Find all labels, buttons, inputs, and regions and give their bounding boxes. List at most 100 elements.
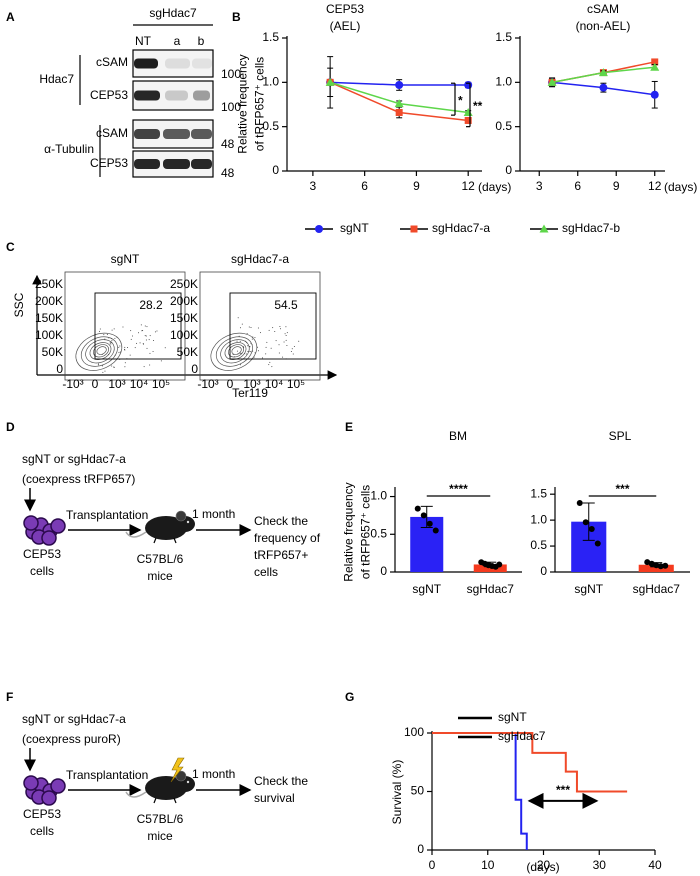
flow-event bbox=[124, 349, 126, 351]
flow-contour bbox=[228, 344, 245, 358]
flow-event bbox=[119, 345, 121, 347]
flow-event bbox=[156, 330, 158, 332]
flow-x-tick: 10⁴ bbox=[265, 377, 284, 391]
y-axis-label: of tRFP657⁺ cells bbox=[253, 57, 267, 151]
flow-event bbox=[103, 334, 105, 336]
flow-event bbox=[268, 364, 270, 366]
panel-letter: B bbox=[232, 10, 241, 24]
significance: ** bbox=[473, 99, 483, 113]
flow-event bbox=[279, 328, 281, 330]
flow-x-tick: 10³ bbox=[243, 377, 260, 391]
construct: sgNT or sgHdac7-a bbox=[22, 712, 126, 726]
flow-event bbox=[257, 350, 259, 352]
flow-event bbox=[275, 340, 277, 342]
data-marker bbox=[651, 58, 659, 66]
flow-event bbox=[149, 335, 151, 337]
legend-marker bbox=[539, 224, 549, 233]
construct: sgNT or sgHdac7-a bbox=[22, 452, 126, 466]
data-point bbox=[420, 512, 427, 519]
flow-x-tick: 10³ bbox=[108, 377, 125, 391]
y-tick-label: 1.5 bbox=[262, 30, 279, 44]
panel-letter: A bbox=[6, 10, 15, 24]
blot-band bbox=[163, 129, 190, 139]
flow-event bbox=[122, 326, 124, 328]
flow-event bbox=[290, 350, 292, 352]
flow-event bbox=[113, 328, 115, 330]
flow-x-tick: 0 bbox=[92, 377, 99, 391]
y-tick-label: 0 bbox=[272, 163, 279, 177]
flow-event bbox=[97, 364, 99, 366]
data-point bbox=[576, 500, 583, 507]
size-marker: 48 bbox=[221, 166, 235, 180]
data-point bbox=[657, 563, 664, 570]
flow-event bbox=[109, 342, 111, 344]
flow-event bbox=[265, 353, 267, 355]
flow-event bbox=[283, 341, 285, 343]
y-tick-label: 0 bbox=[380, 564, 387, 578]
panel-letter: F bbox=[6, 690, 13, 704]
flow-event bbox=[111, 365, 113, 367]
blot-band bbox=[165, 58, 190, 69]
data-marker bbox=[650, 62, 660, 71]
flow-event bbox=[270, 347, 272, 349]
y-tick-label: 0.5 bbox=[495, 119, 512, 133]
cell bbox=[50, 518, 66, 534]
flow-event bbox=[257, 327, 259, 329]
flow-event bbox=[139, 342, 141, 344]
panel-letter: G bbox=[345, 690, 354, 704]
lane-label: a bbox=[174, 34, 181, 48]
flow-event bbox=[99, 328, 101, 330]
significance: *** bbox=[615, 482, 629, 496]
step: Transplantation bbox=[66, 768, 148, 782]
y-axis-label: Relative frequency bbox=[342, 482, 356, 581]
flow-event bbox=[134, 347, 136, 349]
mouse-tail bbox=[125, 531, 147, 538]
flow-gate bbox=[229, 292, 317, 360]
flow-event bbox=[130, 338, 132, 340]
flow-event bbox=[149, 352, 151, 354]
flow-event bbox=[272, 327, 274, 329]
data-marker bbox=[395, 108, 403, 116]
y-axis-label: Relative frequency bbox=[236, 54, 250, 153]
y-tick-label: 0.5 bbox=[530, 538, 547, 552]
flow-event bbox=[164, 347, 166, 349]
chart-title: BM bbox=[449, 429, 467, 443]
y-tick-label: 1.0 bbox=[370, 489, 387, 503]
legend-label: sgNT bbox=[498, 710, 527, 724]
flow-event bbox=[250, 327, 252, 329]
protein-label: α-Tubulin bbox=[44, 142, 94, 156]
flow-event bbox=[144, 335, 146, 337]
flow-event bbox=[153, 339, 155, 341]
chart-title: CEP53 bbox=[326, 2, 364, 16]
flow-event bbox=[152, 350, 154, 352]
blot-band bbox=[165, 90, 188, 101]
legend-label: sgNT bbox=[340, 221, 369, 235]
x-tick-label: 6 bbox=[361, 179, 368, 193]
flow-event bbox=[266, 341, 268, 343]
construct: (coexpress tRFP657) bbox=[22, 472, 135, 486]
flow-event bbox=[124, 366, 126, 368]
y-tick-label: 0 bbox=[540, 564, 547, 578]
y-tick-label: 1.0 bbox=[530, 512, 547, 526]
x-tick-label: 0 bbox=[429, 858, 436, 872]
data-marker bbox=[394, 99, 404, 108]
flow-event bbox=[124, 346, 126, 348]
y-tick-label: 1.0 bbox=[262, 75, 279, 89]
blot-band bbox=[192, 58, 212, 69]
flow-event bbox=[114, 337, 116, 339]
bar bbox=[638, 564, 674, 572]
flow-event bbox=[239, 341, 241, 343]
legend-label: sgHdac7-b bbox=[562, 221, 620, 235]
cell bbox=[50, 778, 66, 794]
y-tick-label: 1.0 bbox=[495, 75, 512, 89]
flow-x-tick: 0 bbox=[227, 377, 234, 391]
x-tick-label: 20 bbox=[537, 858, 551, 872]
mice-label: C57BL/6 bbox=[137, 812, 184, 826]
cell bbox=[23, 515, 39, 531]
flow-event bbox=[142, 329, 144, 331]
flow-event bbox=[298, 340, 300, 342]
protein-label: Hdac7 bbox=[39, 72, 74, 86]
readout: tRFP657+ bbox=[254, 548, 308, 562]
flow-event bbox=[268, 329, 270, 331]
